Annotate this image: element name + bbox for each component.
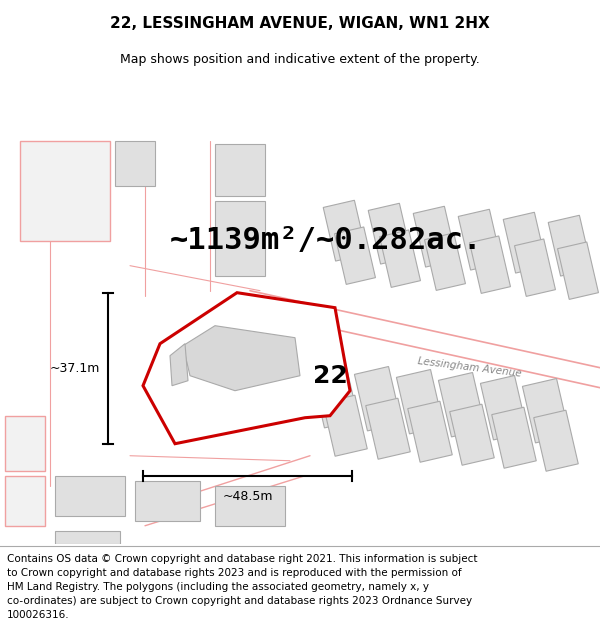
Text: 22, LESSINGHAM AVENUE, WIGAN, WN1 2HX: 22, LESSINGHAM AVENUE, WIGAN, WN1 2HX	[110, 16, 490, 31]
Text: ~1139m²/~0.282ac.: ~1139m²/~0.282ac.	[170, 226, 482, 255]
Polygon shape	[557, 242, 598, 299]
Text: to Crown copyright and database rights 2023 and is reproduced with the permissio: to Crown copyright and database rights 2…	[7, 568, 462, 578]
Text: ~37.1m: ~37.1m	[50, 362, 100, 375]
Polygon shape	[397, 369, 443, 434]
Polygon shape	[115, 141, 155, 186]
Polygon shape	[323, 200, 367, 261]
Polygon shape	[450, 404, 494, 465]
Polygon shape	[5, 416, 45, 471]
Polygon shape	[458, 209, 502, 270]
Polygon shape	[135, 481, 200, 521]
Polygon shape	[215, 201, 265, 276]
Text: co-ordinates) are subject to Crown copyright and database rights 2023 Ordnance S: co-ordinates) are subject to Crown copyr…	[7, 596, 472, 606]
Polygon shape	[355, 366, 401, 431]
Polygon shape	[183, 326, 300, 391]
Text: HM Land Registry. The polygons (including the associated geometry, namely x, y: HM Land Registry. The polygons (includin…	[7, 582, 429, 592]
Polygon shape	[20, 141, 110, 241]
Polygon shape	[515, 239, 556, 296]
Polygon shape	[215, 486, 285, 526]
Polygon shape	[55, 531, 120, 544]
Polygon shape	[5, 476, 45, 526]
Polygon shape	[311, 364, 359, 428]
Polygon shape	[439, 372, 485, 437]
Polygon shape	[470, 236, 511, 293]
Polygon shape	[425, 233, 466, 291]
Polygon shape	[323, 395, 367, 456]
Polygon shape	[380, 230, 421, 288]
Polygon shape	[413, 206, 457, 267]
Polygon shape	[55, 476, 125, 516]
Polygon shape	[366, 398, 410, 459]
Polygon shape	[408, 401, 452, 462]
Text: ~48.5m: ~48.5m	[222, 490, 273, 502]
Polygon shape	[368, 203, 412, 264]
Polygon shape	[170, 344, 188, 386]
Polygon shape	[534, 410, 578, 471]
Text: 100026316.: 100026316.	[7, 611, 70, 621]
Polygon shape	[492, 408, 536, 468]
Text: Lessingham Avenue: Lessingham Avenue	[418, 356, 523, 379]
Polygon shape	[548, 215, 592, 276]
Polygon shape	[143, 292, 350, 444]
Polygon shape	[215, 144, 265, 196]
Polygon shape	[523, 379, 569, 443]
Text: Map shows position and indicative extent of the property.: Map shows position and indicative extent…	[120, 53, 480, 66]
Polygon shape	[335, 227, 376, 284]
Polygon shape	[481, 376, 527, 440]
Text: Contains OS data © Crown copyright and database right 2021. This information is : Contains OS data © Crown copyright and d…	[7, 554, 478, 564]
Polygon shape	[503, 213, 547, 273]
Text: 22: 22	[313, 364, 347, 388]
